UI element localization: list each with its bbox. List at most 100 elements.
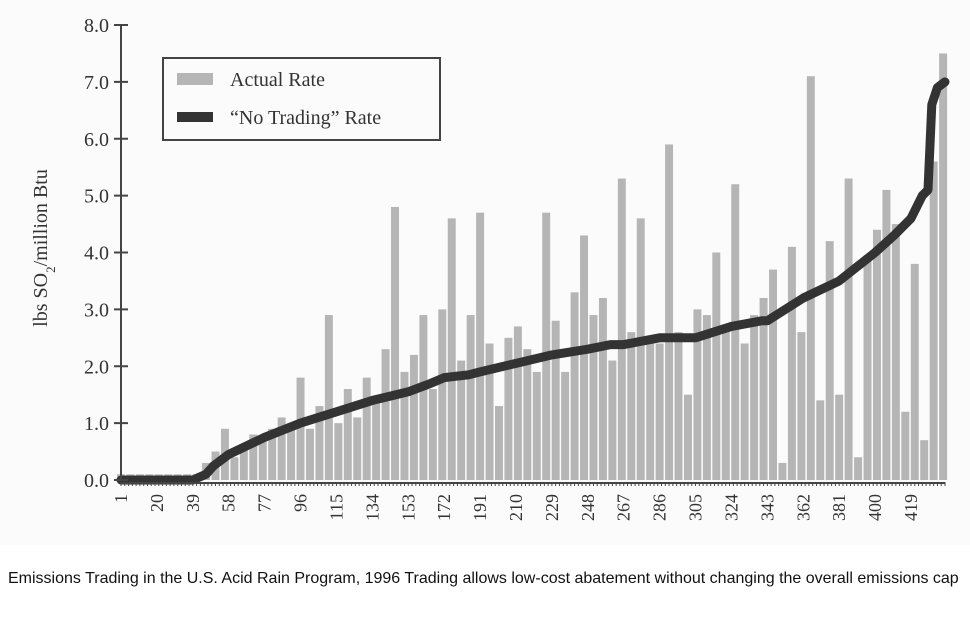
x-tick-label: 153 [398, 494, 418, 521]
actual-rate-bar [769, 269, 777, 480]
actual-rate-bar [854, 457, 863, 480]
x-tick-label: 362 [793, 494, 813, 521]
x-tick-label: 58 [219, 494, 239, 512]
actual-rate-bar [740, 343, 749, 480]
x-tick-label: 305 [686, 494, 706, 521]
actual-rate-bar [362, 377, 371, 480]
actual-rate-bar [721, 326, 730, 480]
x-tick-label: 343 [757, 494, 777, 521]
actual-rate-bar [580, 235, 589, 480]
chart-container: 0.0 1.0 2.0 3.0 4.0 5.0 6.0 7.0 8.0 1 20 39 58 77 96 1… [30, 15, 950, 521]
actual-rate-bar [863, 258, 872, 480]
actual-rate-bar [608, 360, 617, 480]
actual-rate-bar [381, 349, 390, 480]
x-tick-label: 400 [865, 494, 885, 521]
actual-rate-bar [674, 332, 683, 480]
actual-rate-bar [523, 349, 532, 480]
legend-label-actual-rate: Actual Rate [230, 69, 325, 91]
actual-rate-bar [712, 252, 721, 480]
actual-rate-bar [287, 423, 296, 480]
actual-rate-bar [598, 298, 607, 480]
actual-rate-bar [617, 178, 626, 480]
actual-rate-bar [428, 389, 437, 480]
actual-rate-bar [495, 406, 503, 480]
actual-rate-bar [551, 320, 560, 480]
legend-swatch-actual-rate [177, 73, 213, 85]
actual-rate-bar [561, 371, 570, 480]
actual-rate-bar [750, 315, 759, 480]
x-tick-label: 419 [901, 494, 921, 521]
actual-rate-bar [825, 241, 834, 480]
actual-rate-bar [816, 400, 825, 480]
y-axis-label: lbs SO2/million Btu [30, 169, 58, 327]
x-tick-label: 210 [506, 494, 526, 521]
actual-rate-bar [929, 161, 938, 480]
actual-rate-bar [787, 246, 796, 480]
actual-rate-bar [485, 343, 494, 480]
actual-rate-bar [476, 212, 485, 480]
actual-rate-bar [920, 440, 929, 480]
actual-rate-bar [636, 218, 645, 480]
actual-rate-bar [683, 394, 692, 480]
actual-rate-bar [731, 184, 740, 480]
y-tick-label: 4.0 [84, 243, 109, 265]
x-tick-label: 1 [111, 494, 131, 503]
actual-rate-bar [901, 411, 910, 480]
actual-rate-bar [400, 371, 409, 480]
legend: Actual Rate “No Trading” Rate [162, 57, 441, 141]
x-tick-label: 381 [829, 494, 849, 521]
actual-rate-bar [343, 389, 352, 480]
actual-rate-bar [797, 332, 806, 480]
actual-rate-bar [306, 428, 314, 480]
actual-rate-bar [882, 189, 891, 480]
legend-swatch-no-trading-rate [177, 112, 213, 122]
x-tick-label: 96 [291, 494, 311, 512]
x-tick-label: 286 [650, 494, 670, 521]
y-tick-label: 5.0 [84, 186, 109, 208]
y-tick-label: 7.0 [84, 72, 109, 94]
x-tick-label: 20 [147, 494, 167, 512]
y-axis-label-subscript: 2 [43, 266, 58, 273]
actual-rate-bar [693, 309, 702, 480]
no-trading-rate-line [116, 77, 950, 485]
actual-rate-bar [627, 332, 636, 480]
x-tick-label: 172 [434, 494, 454, 521]
actual-rate-bar [759, 298, 768, 480]
actual-rate-bar [391, 207, 400, 480]
x-tick-label: 77 [255, 494, 275, 512]
actual-rate-bar [655, 343, 664, 480]
x-tick-label: 229 [542, 494, 562, 521]
actual-rate-bar [844, 178, 853, 480]
actual-rate-bar [457, 360, 466, 480]
actual-rate-bar [532, 371, 541, 480]
actual-rate-bar [872, 229, 881, 480]
actual-rate-bar [542, 212, 551, 480]
actual-rate-bar [447, 218, 456, 480]
y-tick-label: 6.0 [84, 129, 109, 151]
x-axis-ticks: 1 20 39 58 77 96 115 134 153 172 191 210 229 248 267 28… [111, 494, 921, 521]
actual-rate-bar [513, 326, 522, 480]
actual-rate-bar [324, 315, 333, 480]
figure-caption: Emissions Trading in the U.S. Acid Rain … [8, 570, 959, 587]
y-tick-label: 1.0 [84, 413, 109, 435]
actual-rate-bar [589, 315, 598, 480]
x-tick-label: 267 [614, 494, 634, 521]
x-tick-label: 134 [362, 494, 382, 521]
y-tick-label: 3.0 [84, 299, 109, 321]
actual-rate-bar [806, 76, 815, 480]
actual-rate-bar [258, 440, 267, 480]
y-axis-ticks: 0.0 1.0 2.0 3.0 4.0 5.0 6.0 7.0 8.0 [84, 15, 128, 492]
actual-rate-bar [910, 263, 919, 480]
actual-rate-bar [409, 354, 418, 480]
actual-rate-bar [249, 434, 258, 480]
y-tick-label: 8.0 [84, 15, 109, 37]
y-axis-label-units: /million Btu [30, 169, 52, 266]
actual-rate-bar [353, 417, 362, 480]
y-tick-label: 2.0 [84, 356, 109, 378]
actual-rate-bar [239, 445, 248, 480]
x-tick-label: 324 [721, 494, 741, 521]
actual-rate-bar [296, 377, 305, 480]
y-axis-label-main: lbs SO [30, 273, 52, 327]
legend-label-no-trading-rate: “No Trading” Rate [230, 107, 381, 129]
actual-rate-bar [277, 417, 286, 480]
